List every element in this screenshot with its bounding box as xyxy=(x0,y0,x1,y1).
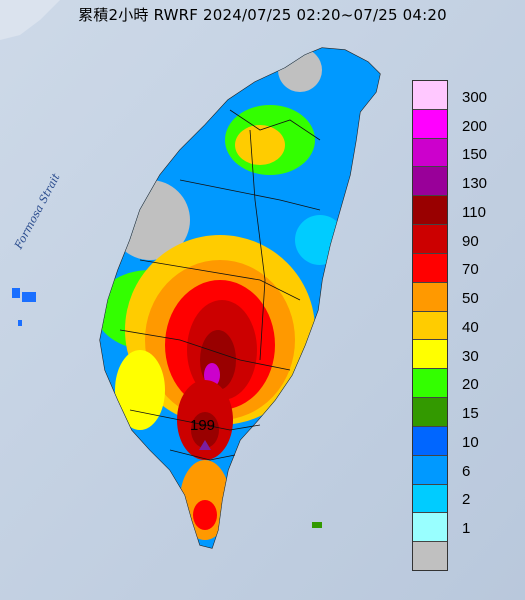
legend-label: 130 xyxy=(462,175,488,193)
county-boundaries xyxy=(119,109,321,461)
legend-swatch xyxy=(413,225,447,254)
legend-label: 1 xyxy=(462,520,471,538)
legend-label: 150 xyxy=(462,146,488,164)
legend-swatch xyxy=(413,426,447,456)
map-title: 累積2小時 RWRF 2024/07/25 02:20~07/25 04:20 xyxy=(78,6,447,24)
legend-swatch xyxy=(413,398,447,427)
max-value-label: 199 xyxy=(190,417,216,434)
legend-label: 15 xyxy=(462,405,479,423)
legend-label: 10 xyxy=(462,433,479,451)
offshore-echo xyxy=(312,522,322,528)
legend-colorbar xyxy=(412,80,448,571)
legend-swatch xyxy=(413,542,447,571)
radar-echoes-offshore xyxy=(12,288,36,326)
legend-swatch xyxy=(413,484,447,514)
legend-label: 20 xyxy=(462,376,479,394)
legend-swatch xyxy=(413,138,447,168)
legend-swatch xyxy=(413,81,447,110)
legend-swatch xyxy=(413,196,447,226)
legend-label xyxy=(462,540,512,569)
legend-swatch xyxy=(413,109,447,139)
legend-label: 90 xyxy=(462,232,479,250)
legend-label: 30 xyxy=(462,347,479,365)
legend-label: 70 xyxy=(462,261,479,279)
legend-label: 2 xyxy=(462,491,471,509)
legend-label: 50 xyxy=(462,290,479,308)
legend-label: 6 xyxy=(462,462,471,480)
legend-label: 110 xyxy=(462,203,486,221)
legend-swatch xyxy=(413,253,447,283)
legend-label: 300 xyxy=(462,88,488,106)
china-coast xyxy=(0,0,60,40)
legend-swatch xyxy=(413,513,447,543)
legend-swatch xyxy=(413,282,447,312)
legend-swatch xyxy=(413,311,447,341)
legend-swatch xyxy=(413,167,447,197)
legend-swatch xyxy=(413,369,447,399)
legend-labels: 300 200 150 130 110 90 70 50 40 30 20 15 10 6 2 1 xyxy=(462,80,512,569)
legend-label: 40 xyxy=(462,318,479,336)
max-value-marker xyxy=(199,440,211,450)
legend-swatch xyxy=(413,455,447,485)
legend-label: 200 xyxy=(462,117,488,135)
legend-swatch xyxy=(413,340,447,370)
